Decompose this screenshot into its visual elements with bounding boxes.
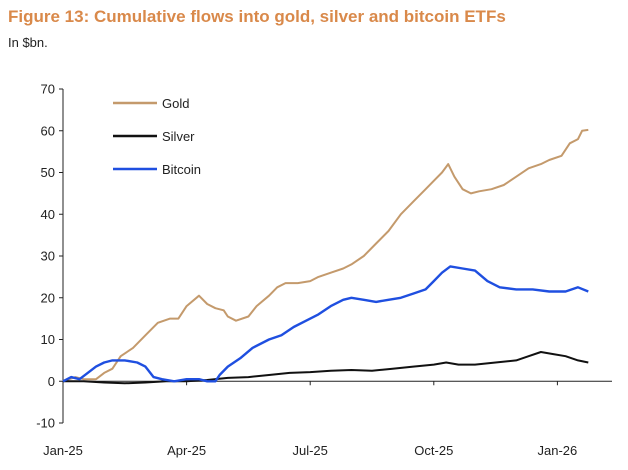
legend-label-silver: Silver [162,129,195,144]
y-tick-label: 30 [41,249,55,264]
y-tick-label: 70 [41,82,55,97]
legend-label-bitcoin: Bitcoin [162,162,201,177]
y-tick-label: 40 [41,207,55,222]
series-line-bitcoin [62,265,589,383]
y-tick-label: 0 [48,374,55,389]
y-tick-label: 10 [41,332,55,347]
series-line-silver [63,351,589,385]
x-tick-label: Apr-25 [167,443,206,458]
y-tick-label: 60 [41,123,55,138]
series-line-gold [62,128,589,383]
x-tick-label: Jul-25 [292,443,327,458]
chart-title: Figure 13: Cumulative flows into gold, s… [8,7,506,26]
y-tick-label: -10 [36,416,55,431]
x-tick-label: Jan-26 [538,443,578,458]
x-tick-label: Jan-25 [43,443,83,458]
x-tick-label: Oct-25 [414,443,453,458]
y-tick-label: 50 [41,165,55,180]
chart-subtitle: In $bn. [8,35,48,50]
legend-label-gold: Gold [162,96,189,111]
y-tick-label: 20 [41,290,55,305]
